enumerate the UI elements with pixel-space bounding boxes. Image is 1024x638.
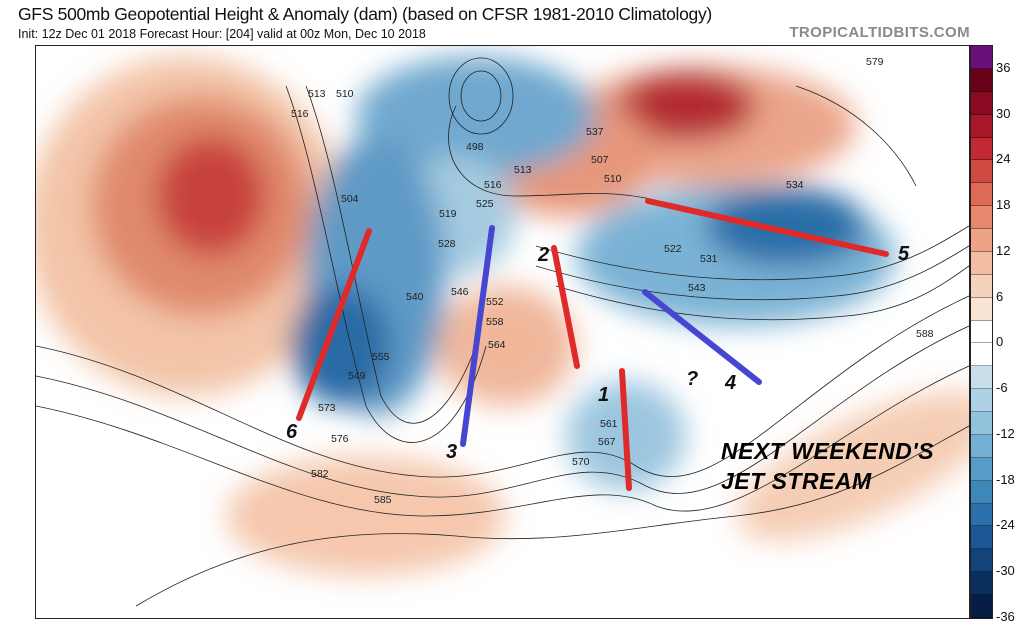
colorbar-swatch	[971, 503, 992, 527]
marker-question: ?	[686, 368, 699, 390]
colorbar-swatch	[971, 595, 992, 618]
colorbar-swatch	[971, 480, 992, 504]
colorbar-swatch	[971, 274, 992, 298]
colorbar-swatch	[971, 320, 992, 344]
colorbar-swatch	[971, 68, 992, 92]
contour-label: 513	[308, 88, 326, 100]
marker-4: 4	[725, 372, 737, 394]
colorbar-swatch	[971, 114, 992, 138]
colorbar-swatch	[971, 343, 992, 367]
contour-label: 531	[700, 253, 718, 265]
colorbar-tick-label: -6	[996, 380, 1008, 396]
contour-label: 576	[331, 433, 349, 445]
colorbar-tick-label: 36	[996, 59, 1011, 75]
contour-label: 570	[572, 456, 590, 468]
marker-3: 3	[446, 441, 458, 463]
marker-5: 5	[898, 243, 910, 265]
contour-label: 513	[514, 164, 532, 176]
contour-label: 540	[406, 291, 424, 303]
contour-label: 543	[688, 282, 706, 294]
jet-line-5	[645, 198, 889, 257]
contour-label: 552	[486, 296, 504, 308]
marker-6: 6	[286, 421, 298, 443]
marker-2: 2	[538, 244, 550, 266]
map-panel: 513 510 516 498 504 507 510 513 516 519 …	[35, 45, 970, 619]
contour-label: 549	[348, 370, 366, 382]
contour-label: 561	[600, 418, 618, 430]
colorbar-swatch	[971, 229, 992, 252]
contour-label: 498	[466, 141, 484, 153]
caption-line-2: JET STREAM	[721, 468, 872, 494]
colorbar-swatch	[971, 160, 992, 184]
contour-label: 525	[476, 198, 494, 210]
colorbar-swatch	[971, 46, 992, 69]
colorbar-swatch	[971, 251, 992, 275]
colorbar-swatch	[971, 183, 992, 207]
contour-label: 573	[318, 402, 336, 414]
colorbar-tick-label: -12	[996, 425, 1015, 441]
jet-line-4	[642, 289, 762, 385]
contour-label: 546	[451, 286, 469, 298]
contour-label: 585	[374, 494, 392, 506]
colorbar-swatch	[971, 572, 992, 595]
contour-label: 510	[336, 88, 354, 100]
colorbar-tick-label: 0	[996, 334, 1004, 350]
contour-label: 504	[341, 193, 359, 205]
colorbar-tick-label: 12	[996, 242, 1011, 258]
contour-label: 579	[866, 56, 884, 68]
jet-line-6	[296, 228, 372, 421]
chart-subtitle: Init: 12z Dec 01 2018 Forecast Hour: [20…	[18, 27, 426, 41]
colorbar-tick-label: -18	[996, 471, 1015, 487]
colorbar-tick-label: -36	[996, 609, 1015, 624]
colorbar-swatch	[971, 137, 992, 161]
contour-label: 522	[664, 243, 682, 255]
colorbar-swatch	[971, 366, 992, 390]
contour-label: 534	[786, 179, 804, 191]
colorbar-tick-label: -30	[996, 563, 1015, 579]
contour-label: 567	[598, 436, 616, 448]
contour-label: 528	[438, 238, 456, 250]
anomaly-map	[36, 56, 969, 607]
brand-watermark: TROPICALTIDBITS.COM	[789, 24, 970, 41]
contour-label: 519	[439, 208, 457, 220]
contour-label: 588	[916, 328, 934, 340]
contour-label: 537	[586, 126, 604, 138]
jet-line-3	[460, 225, 495, 447]
contour-label: 564	[488, 339, 506, 351]
colorbar-swatch	[971, 206, 992, 229]
contour-label: 507	[591, 154, 609, 166]
jet-line-2	[551, 245, 580, 369]
colorbar-swatch	[971, 389, 992, 412]
colorbar-swatch	[971, 526, 992, 550]
colorbar-swatch	[971, 297, 992, 321]
jet-line-1	[619, 368, 632, 491]
colorbar-swatch	[971, 549, 992, 573]
colorbar-tick-label: 24	[996, 151, 1011, 167]
contour-label: 558	[486, 316, 504, 328]
colorbar-swatch	[971, 457, 992, 481]
colorbar	[970, 45, 993, 619]
colorbar-swatch	[971, 91, 992, 115]
contour-label: 510	[604, 173, 622, 185]
colorbar-swatch	[971, 412, 992, 435]
marker-1: 1	[598, 384, 610, 406]
colorbar-tick-label: -24	[996, 517, 1015, 533]
jet-stream-lines	[296, 198, 889, 491]
colorbar-tick-label: 18	[996, 197, 1011, 213]
contour-label: 555	[372, 351, 390, 363]
colorbar-tick-label: 6	[996, 288, 1004, 304]
height-contours	[36, 57, 969, 607]
caption-line-1: NEXT WEEKEND'S	[721, 438, 935, 464]
colorbar-tick-label: 30	[996, 105, 1011, 121]
contour-label: 582	[311, 468, 329, 480]
contour-label: 516	[291, 108, 309, 120]
chart-title: GFS 500mb Geopotential Height & Anomaly …	[18, 4, 712, 24]
colorbar-swatch	[971, 434, 992, 458]
contour-label: 516	[484, 179, 502, 191]
